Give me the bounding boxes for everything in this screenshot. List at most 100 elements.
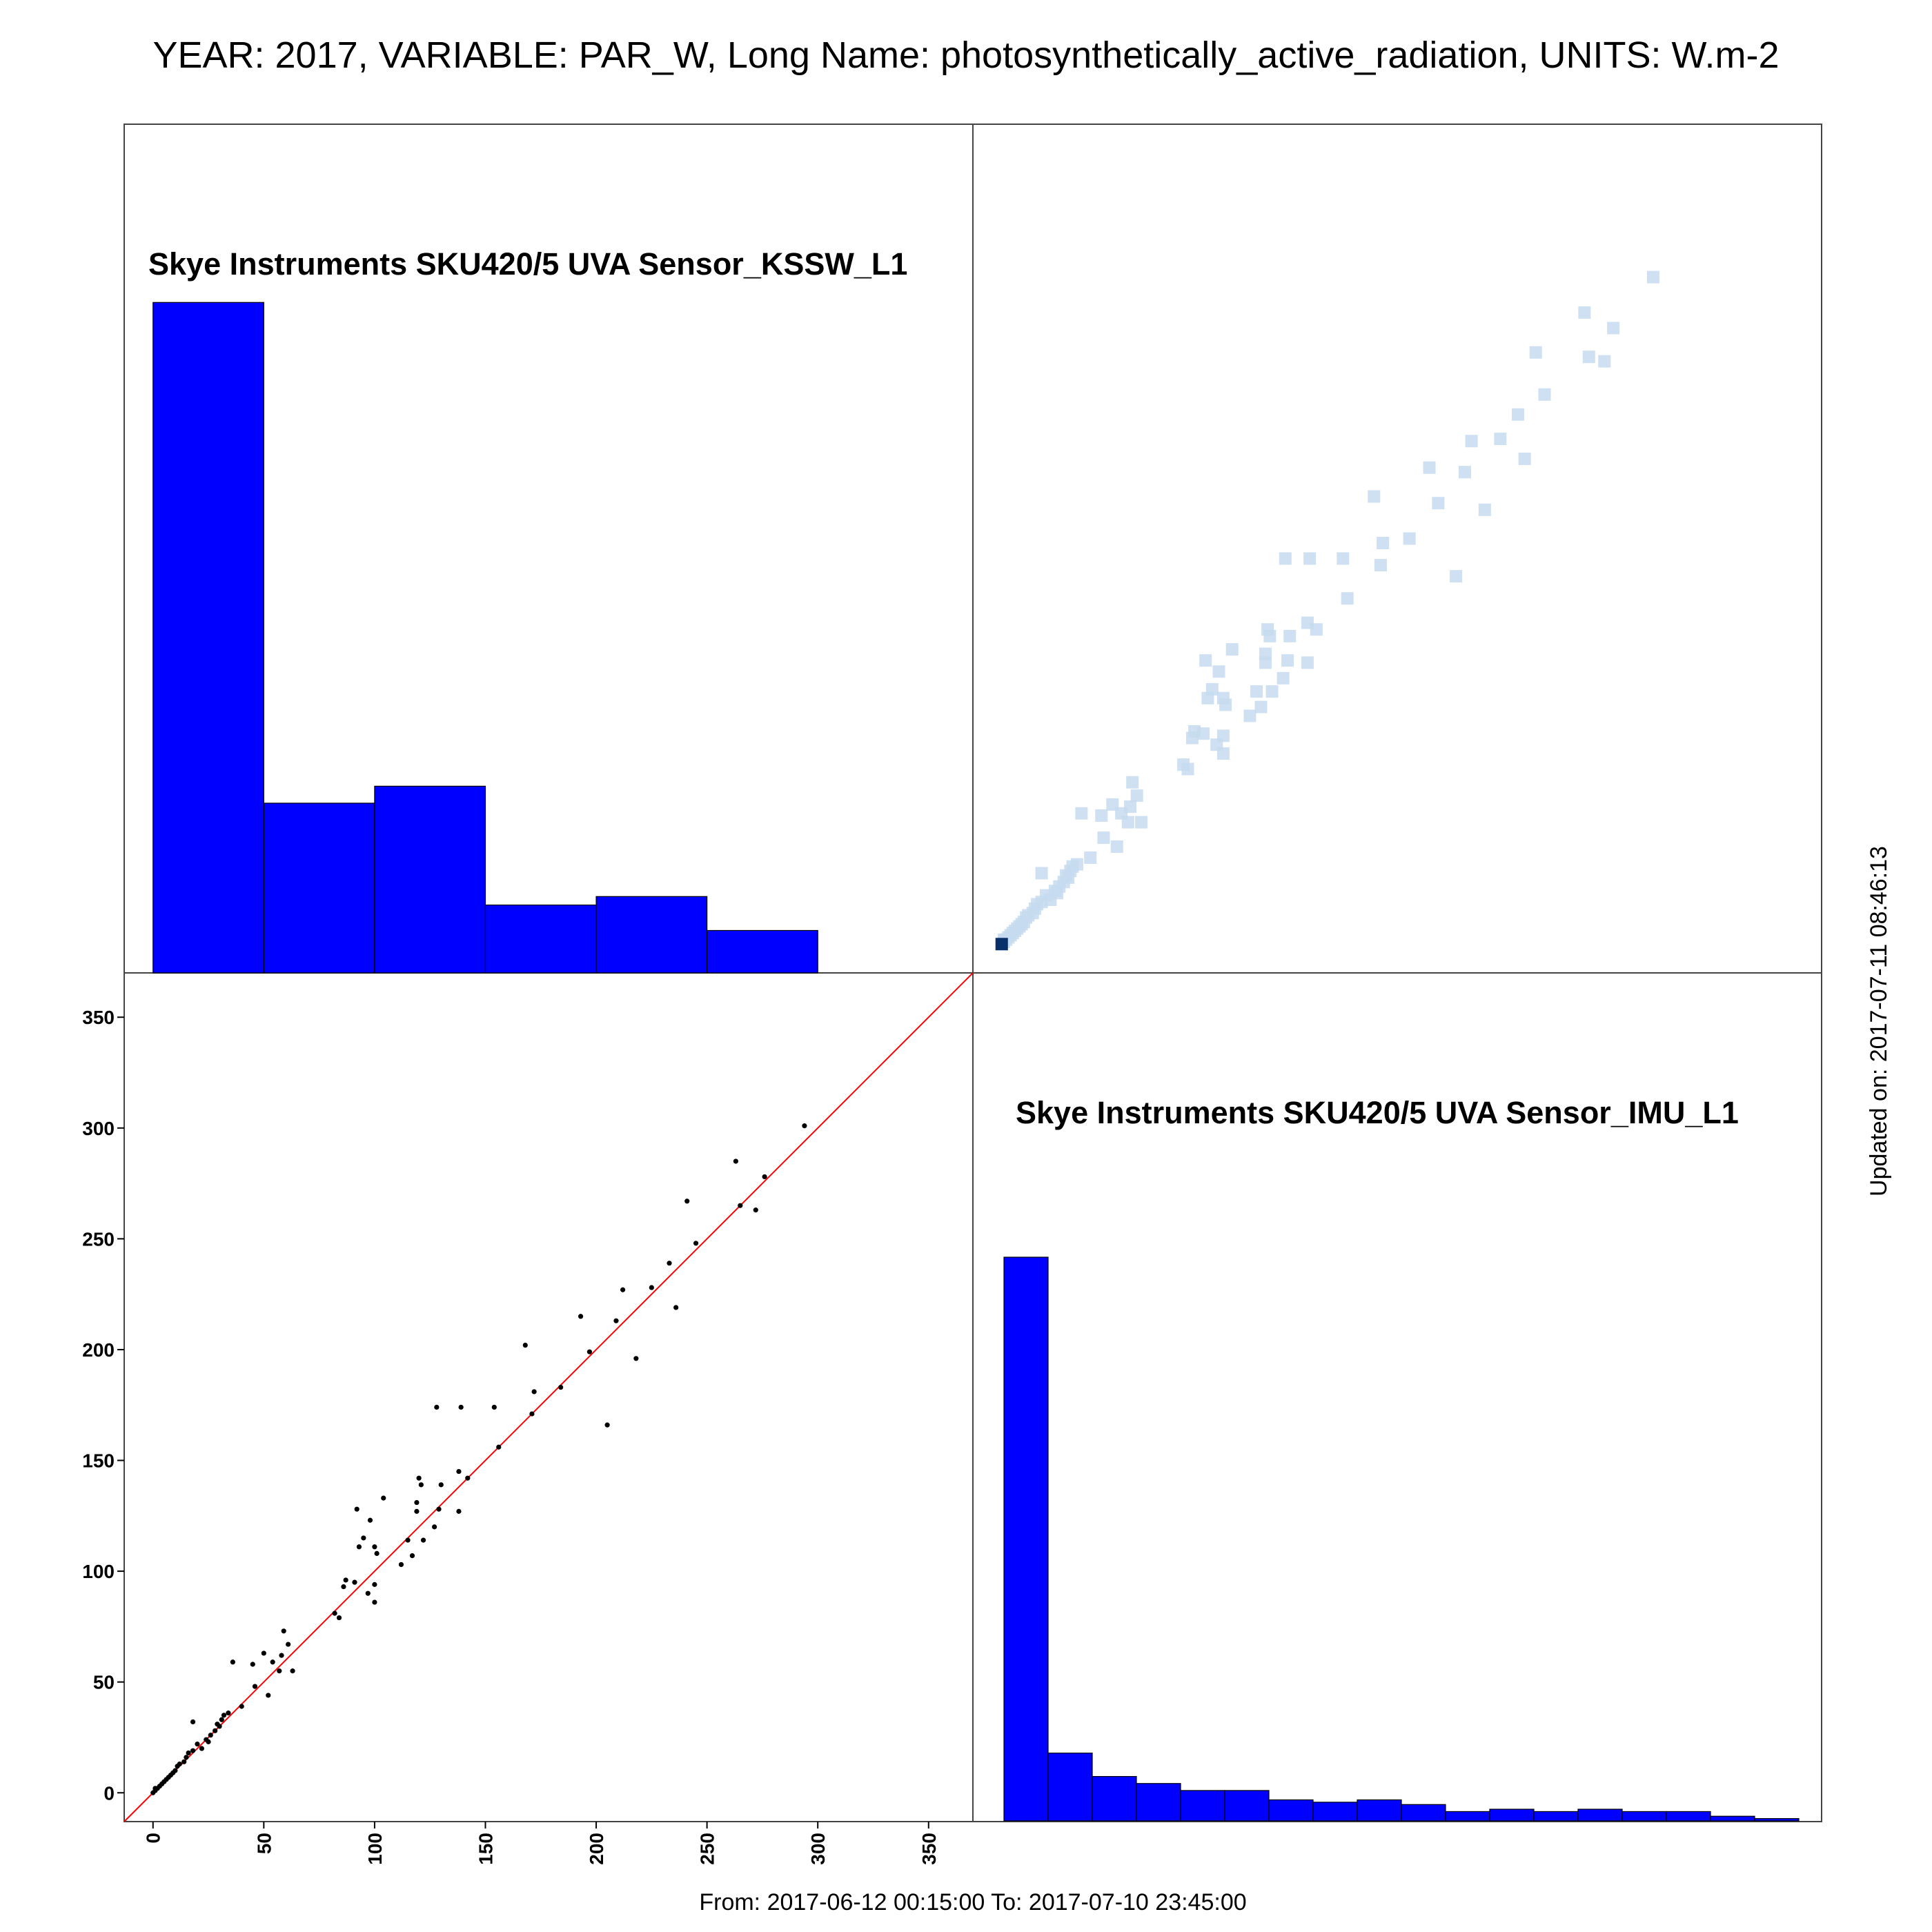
density-cell [1283,629,1297,642]
scatter-point [613,1318,619,1323]
y-tick-label: 100 [82,1561,115,1582]
hist-kssw-title: Skye Instruments SKU420/5 UVA Sensor_KSS… [148,246,907,282]
x-tick-label: 300 [807,1833,829,1865]
hist-imu-bar [1136,1783,1181,1822]
hist-imu-bar [1180,1790,1225,1822]
scatter-point [336,1615,342,1621]
scatter-point [266,1693,271,1698]
x-tick-label: 250 [697,1833,718,1865]
density-cell [1303,552,1317,565]
y-tick-label: 350 [82,1007,115,1028]
scatter-point [367,1517,373,1523]
density-plot [995,270,1659,951]
y-tick-label: 250 [82,1228,115,1250]
scatter-point [199,1746,205,1751]
scatter-point [341,1584,346,1590]
scatter-point [578,1314,584,1319]
density-cell [1121,816,1134,829]
scatter-point [436,1506,442,1512]
scatter-point [226,1711,231,1716]
hist-imu-bar [1312,1802,1358,1822]
y-tick-label: 300 [82,1118,115,1139]
density-cell [1465,435,1478,448]
density-cell [1337,552,1350,565]
density-cell [1126,776,1139,789]
scatter-point [372,1599,377,1605]
density-cell [1135,816,1148,829]
scatter-point [277,1668,282,1674]
scatter-point [206,1739,211,1744]
hist-imu-bar [1357,1799,1402,1822]
hist-kssw-bar [263,802,375,974]
scatter-point [286,1642,291,1647]
scatter-point [414,1508,420,1514]
scatter-point [604,1422,610,1428]
scatter-point [181,1759,187,1764]
scatter-plot [124,972,974,1822]
density-cell [1423,461,1436,474]
scatter-point [177,1761,182,1767]
scatter-point [270,1659,275,1665]
scatter-point [354,1506,359,1512]
density-cell [1368,490,1381,503]
updated-stamp: Updated on: 2017-07-11 08:46:13 [1866,846,1892,1196]
scatter-point [420,1537,426,1543]
density-cell [1035,867,1048,880]
scatter-point [372,1544,377,1550]
scatter-point [667,1261,672,1266]
density-cell [1403,532,1416,545]
density-cell [1374,559,1387,572]
scatter-point [186,1750,191,1756]
density-cell [1219,698,1232,711]
scatter-point [434,1404,440,1410]
hist-imu-bar [1754,1818,1800,1822]
footer-range: From: 2017-06-12 00:15:00 To: 2017-07-10… [699,1889,1246,1915]
scatter-axes: 0 50 100 150 200 250 300 350 0 50 100 150 200 250 300 3… [82,1007,939,1864]
scatter-point [195,1741,200,1747]
scatter-point [432,1524,437,1530]
density-cell [1216,747,1230,760]
density-cell [1250,685,1263,698]
density-cell [1225,643,1239,656]
density-cell [1095,809,1108,822]
scatter-point [456,1508,462,1514]
density-cell [1341,592,1354,605]
scatter-point [230,1659,235,1665]
density-cell [1199,654,1212,667]
scatter-point [208,1733,213,1738]
scatter-point [456,1468,462,1475]
x-tick-label: 50 [253,1833,275,1854]
density-cell [1494,433,1507,446]
hist-imu-bar [1577,1808,1623,1822]
density-cell [1432,497,1445,510]
scatter-point [184,1755,189,1760]
density-cell [1205,682,1219,696]
scatter-point [762,1174,767,1180]
scatter-point [558,1384,564,1390]
density-cell [1130,789,1143,802]
density-cell [1598,355,1611,368]
density-cell [1263,629,1276,642]
identity-line [124,972,974,1822]
scatter-point [221,1713,227,1718]
density-cell [1281,654,1294,667]
scatter-point [649,1285,654,1290]
density-cell [1070,858,1083,871]
y-tick-label: 150 [82,1450,115,1472]
density-cell [1310,623,1323,636]
density-cell [1243,709,1256,722]
scatter-point [261,1650,266,1656]
density-cell [1512,408,1525,421]
scatter-point [239,1704,244,1709]
x-tick-label: 100 [364,1833,386,1865]
panel-frame-bottom-right [972,972,1822,1822]
hist-imu-bar [1003,1256,1049,1822]
scatter-point [458,1404,464,1410]
density-cell [1578,306,1591,319]
scatter-point [620,1287,626,1292]
scatter-point [217,1724,222,1729]
scatter-point [219,1717,224,1722]
scatter-point [414,1499,420,1506]
scatter-point [356,1544,362,1550]
